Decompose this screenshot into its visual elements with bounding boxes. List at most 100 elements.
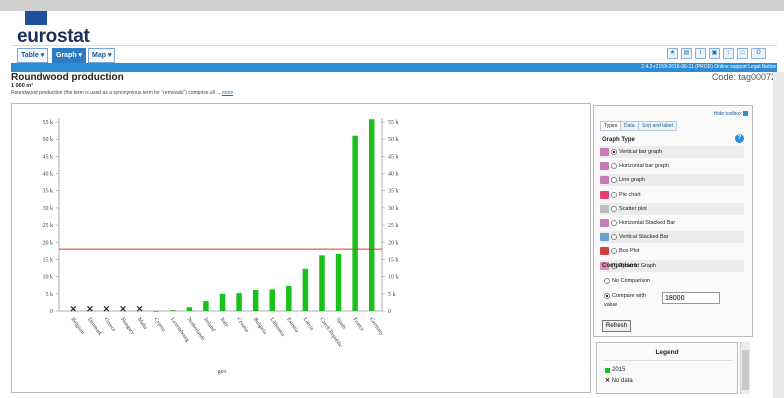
no-data-marker: ✕ bbox=[136, 304, 144, 314]
eu-flag-logo bbox=[25, 11, 47, 25]
tab-table[interactable]: Table ▾ bbox=[17, 48, 49, 63]
hide-toolbox-link[interactable]: Hide toolbox bbox=[714, 111, 748, 117]
y-tick-label-right: 35 k bbox=[388, 189, 399, 195]
page-scroll-track[interactable] bbox=[773, 72, 784, 398]
toolbar-icons: ★ ▤ i ▣ ↓ □ D bbox=[667, 48, 766, 59]
bar-czech-republic bbox=[319, 255, 325, 311]
legend-series-label: 2015 bbox=[612, 367, 626, 373]
bar-chart: 0 0 5 k 5 k 10 k 10 k 15 k 15 k 20 k 20 k 25 k 25 k… bbox=[43, 118, 399, 375]
legend-item-nodata: ✕ No data bbox=[605, 377, 633, 384]
comparison-title: Comparison bbox=[602, 263, 638, 269]
compare-value-input[interactable] bbox=[662, 292, 720, 304]
x-tick-label: Malta bbox=[136, 317, 149, 331]
graph-type-label: Vertical bar graph bbox=[619, 149, 663, 155]
legend-swatch bbox=[605, 367, 610, 373]
x-tick-label: France bbox=[351, 317, 365, 333]
graph-type-radio[interactable] bbox=[611, 248, 617, 255]
frame-icon[interactable]: □ bbox=[737, 48, 748, 59]
graph-type-radio[interactable] bbox=[611, 149, 617, 155]
box-plot-icon bbox=[600, 247, 609, 256]
collapse-icon bbox=[743, 111, 748, 117]
graph-type-option[interactable]: Vertical bar graph bbox=[600, 146, 744, 158]
graph-type-option[interactable]: Scatter plot bbox=[600, 202, 744, 215]
y-tick-label-right: 15 k bbox=[388, 257, 399, 263]
bar-luxembourg bbox=[170, 310, 176, 311]
x-tick-label: Belgium bbox=[70, 317, 86, 337]
print-icon[interactable]: ▤ bbox=[681, 48, 692, 59]
x-tick-label: Croatia bbox=[235, 317, 250, 334]
graph-type-label: Pyramid Graph bbox=[619, 262, 656, 269]
demo-icon[interactable]: D bbox=[751, 48, 766, 59]
legend-scroll-thumb[interactable] bbox=[742, 350, 749, 390]
graph-type-option[interactable]: Pyramid Graph bbox=[600, 259, 744, 272]
y-tick-label-left: 25 k bbox=[43, 223, 54, 229]
pyramid-graph-icon bbox=[600, 261, 609, 270]
graph-type-option[interactable]: Line graph bbox=[600, 174, 744, 187]
no-data-marker: ✕ bbox=[70, 304, 78, 314]
refresh-button[interactable]: Refresh bbox=[602, 320, 632, 332]
graph-type-radio[interactable] bbox=[611, 177, 617, 184]
x-axis-label: geo bbox=[218, 369, 227, 375]
y-tick-label-right: 0 bbox=[388, 309, 391, 315]
legend-scrollbar[interactable] bbox=[740, 342, 750, 394]
x-tick-label: Estonia bbox=[285, 317, 300, 334]
compare-with-option[interactable]: Compare with bbox=[604, 293, 646, 299]
scatter-plot-icon bbox=[600, 204, 609, 213]
version-and-links[interactable]: 2.4.2-r2159-2016-06-11 (PROD) Online sup… bbox=[641, 64, 776, 70]
bar-france bbox=[352, 135, 358, 311]
bookmark-icon[interactable]: ★ bbox=[667, 48, 678, 59]
no-comparison-option[interactable]: No Comparison bbox=[604, 278, 650, 284]
y-tick-label-left: 10 k bbox=[43, 275, 54, 281]
vertical-bar-icon bbox=[600, 148, 609, 156]
bar-croatia bbox=[236, 293, 242, 311]
blue-status-bar bbox=[11, 63, 777, 72]
help-icon[interactable]: ? bbox=[735, 134, 744, 143]
graph-type-radio[interactable] bbox=[611, 234, 617, 241]
graph-type-option[interactable]: Horizontal Stacked Bar bbox=[600, 217, 744, 229]
dataset-description: Roundwood production (the term is used a… bbox=[11, 90, 233, 96]
no-data-marker: ✕ bbox=[119, 304, 127, 314]
graph-type-label: Box Plot bbox=[619, 248, 640, 255]
more-link[interactable]: more bbox=[221, 90, 234, 96]
download-icon[interactable]: ↓ bbox=[723, 48, 734, 59]
graph-type-radio[interactable] bbox=[611, 262, 617, 269]
pie-chart-icon bbox=[600, 190, 609, 199]
unit-label: 1 000 m³ bbox=[11, 83, 34, 89]
graph-type-radio[interactable] bbox=[611, 191, 617, 198]
bar-cyprus bbox=[153, 310, 159, 312]
graph-type-option[interactable]: Vertical Stacked Bar bbox=[600, 231, 744, 244]
graph-type-radio[interactable] bbox=[611, 163, 617, 170]
legend-nodata-label: No data bbox=[611, 378, 633, 384]
tab-graph[interactable]: Graph ▾ bbox=[52, 48, 87, 63]
tab-data[interactable]: Data bbox=[620, 121, 639, 131]
graph-type-radio[interactable] bbox=[611, 205, 617, 212]
graph-type-option[interactable]: Horizontal bar graph bbox=[600, 160, 744, 172]
legend-divider bbox=[603, 360, 733, 361]
no-data-marker: ✕ bbox=[86, 304, 94, 314]
graph-type-label: Pie chart bbox=[619, 191, 641, 198]
info-icon[interactable]: i bbox=[695, 48, 706, 59]
save-icon[interactable]: ▣ bbox=[709, 48, 720, 59]
compare-with-radio[interactable] bbox=[604, 293, 610, 299]
graph-type-option[interactable]: Box Plot bbox=[600, 245, 744, 257]
bar-spain bbox=[335, 253, 342, 311]
no-data-x-icon: ✕ bbox=[605, 378, 611, 384]
y-tick-label-right: 5 k bbox=[388, 292, 396, 298]
graph-type-option[interactable]: Pie chart bbox=[600, 189, 744, 201]
tab-map[interactable]: Map ▾ bbox=[88, 48, 116, 63]
no-comparison-radio[interactable] bbox=[604, 278, 610, 284]
y-tick-label-left: 55 k bbox=[43, 120, 54, 126]
bar-lithuania bbox=[269, 289, 275, 311]
chart-panel: 0 0 5 k 5 k 10 k 10 k 15 k 15 k 20 k 20 k 25 k 25 k… bbox=[11, 103, 591, 393]
x-tick-label: Spain bbox=[335, 317, 347, 331]
x-tick-label: Lithuania bbox=[269, 317, 286, 338]
graph-type-radio[interactable] bbox=[611, 220, 617, 226]
compare-with-label: Compare with bbox=[612, 293, 646, 299]
bar-estonia bbox=[286, 285, 292, 311]
header-divider bbox=[11, 45, 777, 46]
bar-ireland bbox=[203, 301, 209, 311]
y-tick-label-right: 30 k bbox=[388, 206, 399, 212]
graph-toolbox: Hide toolbox Types Data Sort and label G… bbox=[593, 105, 753, 337]
tab-types[interactable]: Types bbox=[600, 121, 622, 131]
tab-sort-and-label[interactable]: Sort and label bbox=[638, 121, 677, 131]
